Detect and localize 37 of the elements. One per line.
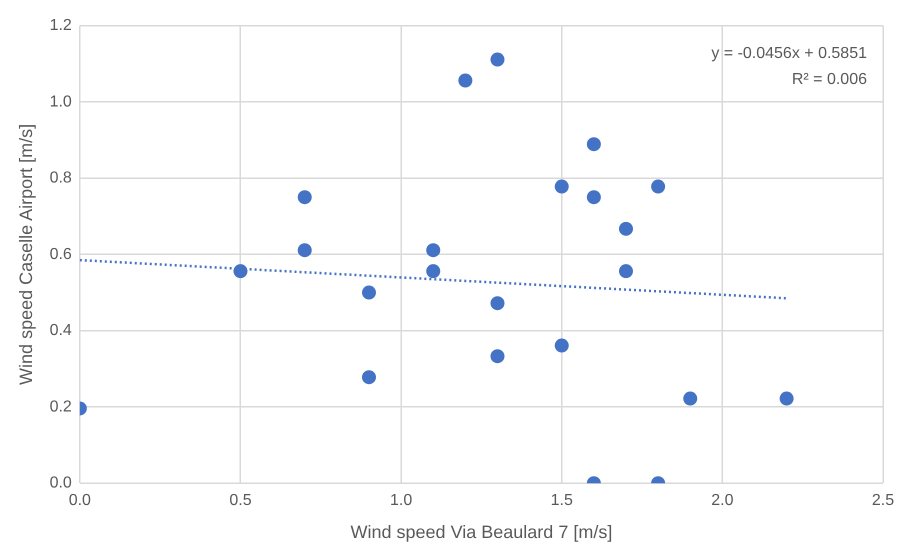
point — [651, 180, 666, 194]
point — [362, 286, 376, 300]
point — [458, 74, 472, 88]
y-tick-label: 0.4 — [50, 322, 72, 340]
point — [780, 392, 794, 406]
point — [586, 190, 601, 204]
x-tick-label: 1.0 — [390, 492, 412, 510]
point — [586, 137, 601, 152]
point — [490, 296, 504, 310]
y-tick-label: 0.8 — [50, 170, 72, 187]
point — [233, 264, 248, 278]
point — [298, 190, 312, 204]
y-tick-label: 0.2 — [50, 398, 72, 416]
y-tick-label: 1.2 — [50, 17, 72, 34]
x-tick-label: 1.5 — [550, 492, 573, 510]
x-tick-label: 0.5 — [229, 492, 252, 510]
point — [362, 370, 376, 384]
point — [490, 52, 504, 67]
annotation: y = -0.0456x + 0.5851 — [711, 45, 868, 62]
annotation: R² = 0.006 — [792, 71, 868, 88]
point — [618, 264, 633, 278]
point — [426, 264, 440, 278]
x-axis-title: Wind speed Via Beaulard 7 [m/s] — [350, 522, 612, 542]
x-tick-label: 0.0 — [68, 492, 92, 510]
point — [426, 243, 440, 258]
x-tick-label: 2.0 — [711, 492, 734, 510]
point — [554, 338, 569, 353]
point — [618, 222, 633, 236]
x-tick-label: 2.5 — [872, 492, 894, 510]
point — [683, 392, 698, 406]
point — [554, 180, 569, 194]
y-axis-title: Wind speed Caselle Airport [m/s] — [16, 124, 36, 385]
point — [490, 349, 504, 364]
y-tick-label: 0.0 — [50, 474, 72, 492]
y-tick-label: 0.6 — [50, 246, 72, 263]
y-tick-label: 1.0 — [50, 93, 72, 110]
point — [298, 243, 312, 258]
